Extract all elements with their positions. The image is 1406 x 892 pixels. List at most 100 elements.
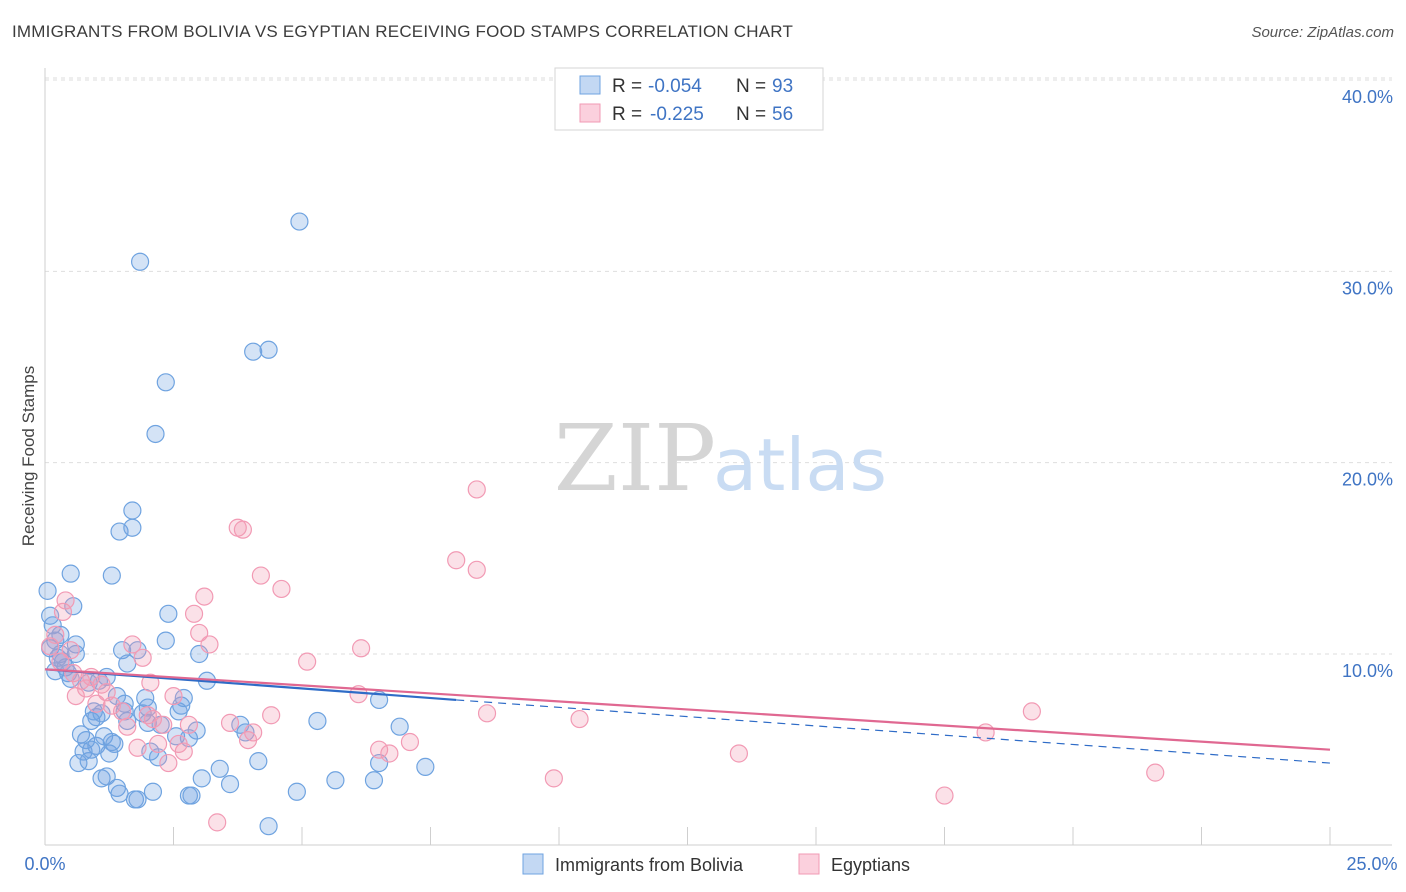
stats-legend: R = -0.054 N = 93 R = -0.225 N = 56 <box>554 67 824 131</box>
y-tick-labels: 10.0% 20.0% 30.0% 40.0% <box>1342 87 1393 681</box>
point-egyptians-54 <box>935 786 954 805</box>
y-tick-label-10: 10.0% <box>1342 661 1393 681</box>
point-bolivia-71 <box>244 342 263 361</box>
point-bolivia-47 <box>130 252 150 271</box>
point-egyptians-26 <box>174 742 193 761</box>
axes <box>44 68 1392 846</box>
point-bolivia-88 <box>179 729 199 748</box>
point-bolivia-37 <box>112 641 132 660</box>
point-egyptians-2 <box>53 602 73 622</box>
point-egyptians-59 <box>46 625 65 644</box>
point-bolivia-83 <box>51 625 70 644</box>
stats-n-label-bolivia: N = <box>736 76 766 97</box>
point-egyptians-51 <box>544 769 563 788</box>
y-axis-label: Receiving Food Stamps <box>19 366 38 546</box>
point-egyptians-13 <box>102 696 121 715</box>
point-egyptians-4 <box>61 641 80 660</box>
point-bolivia-89 <box>210 759 229 778</box>
point-bolivia-52 <box>143 782 163 801</box>
point-egyptians-20 <box>143 709 163 729</box>
point-bolivia-67 <box>192 769 211 788</box>
point-egyptians-46 <box>400 732 420 752</box>
point-egyptians-32 <box>208 813 227 832</box>
legend-label-egyptians: Egyptians <box>831 855 910 875</box>
point-egyptians-21 <box>148 734 168 754</box>
stats-r-value-egyptians: -0.225 <box>650 104 704 125</box>
trend-lines <box>44 668 1331 764</box>
point-egyptians-0 <box>41 637 60 656</box>
point-bolivia-64 <box>182 786 201 805</box>
point-egyptians-41 <box>298 652 317 671</box>
point-bolivia-25 <box>92 704 111 723</box>
point-bolivia-86 <box>100 744 119 763</box>
point-egyptians-42 <box>352 639 371 658</box>
point-bolivia-12 <box>66 635 85 654</box>
point-egyptians-30 <box>195 587 214 606</box>
point-egyptians-45 <box>380 744 399 763</box>
stats-n-label-egyptians: N = <box>736 104 766 125</box>
trend-line-egyptians <box>44 668 1331 751</box>
point-egyptians-50 <box>477 704 497 723</box>
x-tick-label-min: 0.0% <box>24 854 65 874</box>
point-egyptians-18 <box>133 648 152 667</box>
point-bolivia-78 <box>364 771 384 790</box>
point-bolivia-72 <box>249 752 268 771</box>
point-bolivia-32 <box>102 566 121 585</box>
series-egyptians-points <box>41 480 1165 832</box>
watermark: ZIP atlas <box>554 405 887 512</box>
point-bolivia-74 <box>259 817 278 836</box>
point-egyptians-14 <box>112 702 132 721</box>
point-bolivia-82 <box>416 757 435 776</box>
point-bolivia-35 <box>110 784 129 803</box>
point-egyptians-17 <box>128 738 147 757</box>
point-egyptians-10 <box>87 694 106 713</box>
watermark-zip: ZIP <box>554 405 716 512</box>
point-bolivia-53 <box>146 424 165 444</box>
point-bolivia-91 <box>308 711 327 731</box>
point-egyptians-35 <box>233 520 252 539</box>
point-egyptians-56 <box>1022 702 1041 721</box>
point-bolivia-31 <box>105 734 124 754</box>
stats-r-label-bolivia: R = <box>612 76 642 97</box>
point-bolivia-42 <box>123 501 142 520</box>
chart-title: IMMIGRANTS FROM BOLIVIA VS EGYPTIAN RECE… <box>12 22 794 41</box>
stats-swatch-egyptians <box>579 103 601 123</box>
point-egyptians-23 <box>159 753 178 773</box>
point-bolivia-0 <box>38 581 57 600</box>
y-tick-label-40: 40.0% <box>1342 87 1393 107</box>
point-egyptians-39 <box>262 706 281 725</box>
point-egyptians-15 <box>118 717 137 736</box>
point-egyptians-47 <box>447 551 466 570</box>
point-bolivia-57 <box>156 373 175 392</box>
point-bolivia-56 <box>156 631 175 650</box>
point-bolivia-75 <box>287 782 306 801</box>
point-bolivia-10 <box>61 564 80 583</box>
point-bolivia-69 <box>220 775 240 794</box>
point-egyptians-8 <box>77 679 96 698</box>
point-egyptians-40 <box>272 579 291 599</box>
point-egyptians-38 <box>251 566 270 585</box>
stats-swatch-bolivia <box>579 75 601 95</box>
point-egyptians-37 <box>244 723 263 742</box>
point-bolivia-54 <box>148 748 168 767</box>
point-bolivia-80 <box>370 690 389 710</box>
y-tick-label-20: 20.0% <box>1342 470 1393 490</box>
legend-label-bolivia: Immigrants from Bolivia <box>555 855 744 875</box>
stats-n-value-egyptians: 56 <box>772 104 793 125</box>
point-bolivia-41 <box>118 711 137 731</box>
point-bolivia-85 <box>82 740 101 759</box>
point-egyptians-48 <box>467 560 486 579</box>
point-egyptians-28 <box>184 604 204 623</box>
point-bolivia-45 <box>128 790 147 809</box>
x-tick-label-max: 25.0% <box>1346 854 1397 874</box>
point-bolivia-73 <box>259 340 278 359</box>
point-egyptians-29 <box>190 623 209 643</box>
stats-n-value-bolivia: 93 <box>772 76 793 97</box>
point-bolivia-18 <box>79 752 98 771</box>
point-egyptians-12 <box>97 683 116 702</box>
point-bolivia-43 <box>123 518 142 537</box>
point-egyptians-53 <box>729 744 749 763</box>
point-egyptians-3 <box>56 591 75 610</box>
point-bolivia-28 <box>97 767 116 786</box>
